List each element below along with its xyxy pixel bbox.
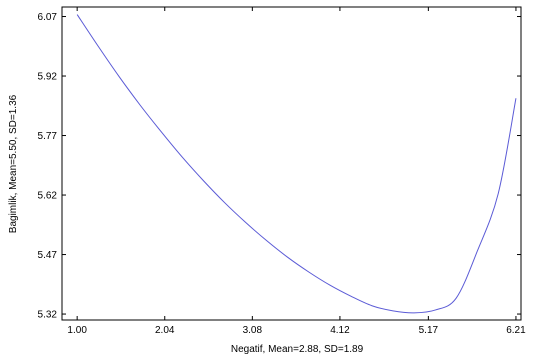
plot-frame: [61, 6, 522, 321]
x-axis-label: Negatif, Mean=2.88, SD=1.89: [231, 344, 364, 355]
x-tick-label: 2.04: [155, 325, 175, 336]
y-tick-label: 6.07: [38, 12, 58, 23]
y-tick-label: 5.62: [38, 191, 58, 202]
x-tick-label: 1.00: [67, 325, 87, 336]
series-line: [76, 14, 517, 314]
y-tick-label: 5.77: [38, 131, 58, 142]
y-tick-label: 5.32: [38, 310, 58, 321]
x-tick-label: 6.21: [506, 325, 526, 336]
x-tick-label: 3.08: [243, 325, 263, 336]
x-axis-ticks: 1.00 2.04 3.08 4.12 5.17 6.21: [67, 7, 526, 336]
x-tick-label: 5.17: [419, 325, 439, 336]
x-tick-label: 4.12: [330, 325, 350, 336]
y-tick-label: 5.47: [38, 250, 58, 261]
y-axis-label: Bagimlik, Mean=5.50, SD=1.36: [8, 94, 19, 233]
y-tick-label: 5.92: [38, 72, 58, 83]
y-axis-ticks: 5.32 5.47 5.62 5.77 5.92 6.07: [38, 12, 521, 321]
